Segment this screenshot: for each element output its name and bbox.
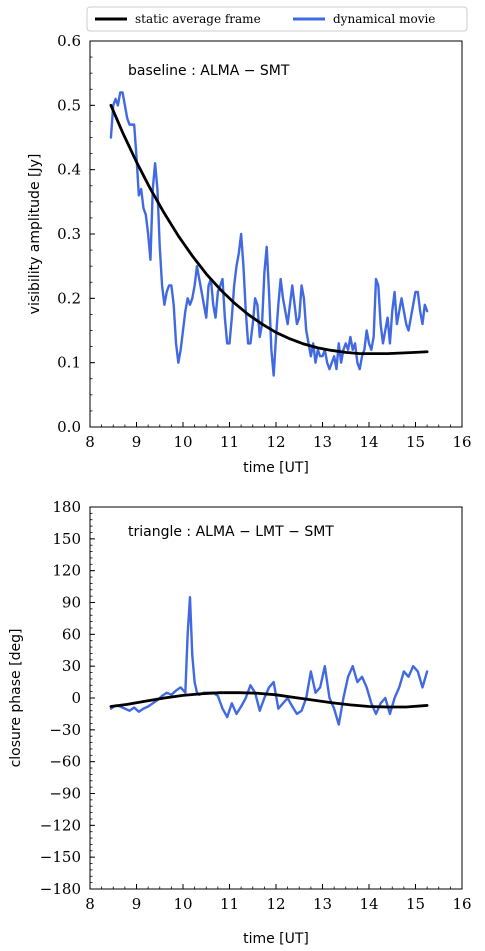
x-tick-label: 12 xyxy=(266,895,285,913)
x-tick-label: 10 xyxy=(173,433,192,451)
x-tick-label: 15 xyxy=(406,895,425,913)
x-tick-label: 9 xyxy=(132,433,142,451)
x-tick-label: 16 xyxy=(452,895,471,913)
y-tick-label: 0.3 xyxy=(57,225,81,243)
series-line-static-average-frame xyxy=(109,691,429,709)
y-tick-label: 0.0 xyxy=(57,418,81,436)
y-tick-label: −150 xyxy=(40,848,81,866)
y-axis-label: closure phase [deg] xyxy=(8,629,24,768)
y-tick-label: −30 xyxy=(49,721,81,739)
x-tick-label: 13 xyxy=(313,433,332,451)
legend-label-dynamical: dynamical movie xyxy=(333,12,435,26)
y-tick-label: 0.2 xyxy=(57,289,81,307)
y-tick-label: −90 xyxy=(49,785,81,803)
x-axis-label: time [UT] xyxy=(243,460,309,476)
x-tick-label: 10 xyxy=(173,895,192,913)
x-tick-label: 12 xyxy=(266,433,285,451)
y-tick-label: −120 xyxy=(40,816,81,834)
y-tick-label: 0.1 xyxy=(57,354,81,372)
series-line-dynamical-movie xyxy=(109,595,429,726)
x-tick-label: 11 xyxy=(220,895,239,913)
y-tick-label: 0.4 xyxy=(57,161,81,179)
x-tick-label: 9 xyxy=(132,895,142,913)
plot-frame xyxy=(89,40,463,428)
y-tick-label: −180 xyxy=(40,880,81,898)
y-axis-label: visibility amplitude [Jy] xyxy=(27,154,43,315)
y-tick-label: 0 xyxy=(71,689,81,707)
series-line-static-average-frame xyxy=(109,103,429,356)
legend-box xyxy=(86,6,468,32)
x-tick-label: 14 xyxy=(359,895,378,913)
y-tick-label: 0.6 xyxy=(57,32,81,50)
x-tick-label: 11 xyxy=(220,433,239,451)
series-lines xyxy=(109,595,429,726)
chart-annotation: baseline : ALMA − SMT xyxy=(128,63,290,79)
tick-marks xyxy=(89,506,463,890)
y-tick-labels: 180 150 120 90 60 30 0 −30 −60 −90 −120 −150 −180 xyxy=(40,498,81,898)
y-tick-label: 180 xyxy=(52,498,81,516)
x-tick-label: 16 xyxy=(452,433,471,451)
y-tick-label: 30 xyxy=(62,657,81,675)
y-tick-label: 150 xyxy=(52,530,81,548)
y-tick-label: 90 xyxy=(62,594,81,612)
y-tick-labels: 0.0 0.1 0.2 0.3 0.4 0.5 0.6 xyxy=(57,32,81,436)
series-lines xyxy=(109,91,429,377)
x-tick-label: 15 xyxy=(406,433,425,451)
y-tick-label: −60 xyxy=(49,753,81,771)
tick-marks xyxy=(89,40,463,428)
legend: static average frame dynamical movie xyxy=(86,6,468,32)
legend-label-static: static average frame xyxy=(135,12,261,26)
x-tick-labels: 8 9 10 11 12 13 14 15 16 xyxy=(85,895,471,913)
x-tick-labels: 8 9 10 11 12 13 14 15 16 xyxy=(85,433,471,451)
x-tick-label: 14 xyxy=(359,433,378,451)
y-tick-label: 60 xyxy=(62,625,81,643)
chart-closure-phase: 180 150 120 90 60 30 0 −30 −60 −90 −120 −150 −180 8 9… xyxy=(8,498,472,947)
x-tick-label: 8 xyxy=(85,895,95,913)
chart-visibility-amplitude: 0.0 0.1 0.2 0.3 0.4 0.5 0.6 8 9 10 11 12 13 14 15 16 b… xyxy=(27,32,472,476)
x-tick-label: 13 xyxy=(313,895,332,913)
y-tick-label: 120 xyxy=(52,562,81,580)
chart-annotation: triangle : ALMA − LMT − SMT xyxy=(128,524,334,540)
x-axis-label: time [UT] xyxy=(243,931,309,947)
series-line-dynamical-movie xyxy=(109,91,429,377)
x-tick-label: 8 xyxy=(85,433,95,451)
y-tick-label: 0.5 xyxy=(57,96,81,114)
